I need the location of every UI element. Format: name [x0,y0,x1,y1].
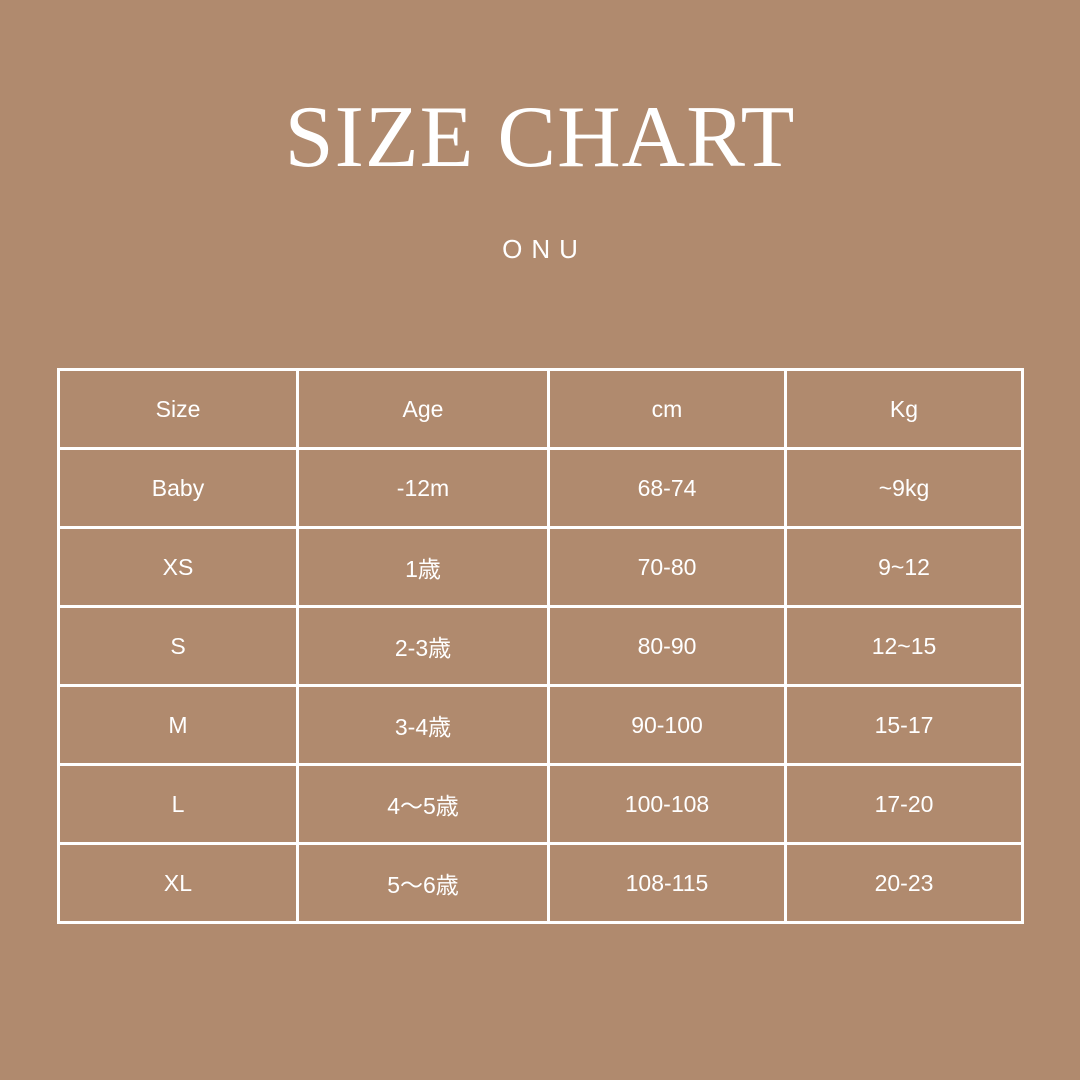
table-cell: 9~12 [784,526,1024,608]
table-row: M 3-4歳 90-100 15-17 [57,684,1024,766]
table-cell: 100-108 [547,763,787,845]
size-table: Size Age cm Kg Baby -12m 68-74 ~9kg XS 1歳 70-80 9~1… [57,368,1024,924]
table-row: XL 5〜6歳 108-115 20-23 [57,842,1024,924]
table-row: XS 1歳 70-80 9~12 [57,526,1024,608]
table-cell: 20-23 [784,842,1024,924]
column-header: cm [547,368,787,450]
table-cell: 4〜5歳 [296,763,550,845]
table-cell: ~9kg [784,447,1024,529]
column-header: Age [296,368,550,450]
table-row: L 4〜5歳 100-108 17-20 [57,763,1024,845]
table-cell: 12~15 [784,605,1024,687]
table-cell: 5〜6歳 [296,842,550,924]
table-cell: XL [57,842,299,924]
table-cell: XS [57,526,299,608]
table-cell: 2-3歳 [296,605,550,687]
table-cell: 15-17 [784,684,1024,766]
table-cell: 17-20 [784,763,1024,845]
brand-name: ONU [502,234,587,264]
header-row: Size Age cm Kg [57,368,1024,450]
table-row: Baby -12m 68-74 ~9kg [57,447,1024,529]
table-cell: 3-4歳 [296,684,550,766]
table-cell: 80-90 [547,605,787,687]
table-cell: L [57,763,299,845]
table-cell: S [57,605,299,687]
column-header: Size [57,368,299,450]
table-cell: 70-80 [547,526,787,608]
table-row: S 2-3歳 80-90 12~15 [57,605,1024,687]
table-cell: M [57,684,299,766]
table-cell: -12m [296,447,550,529]
page-title: SIZE CHART [284,89,796,186]
column-header: Kg [784,368,1024,450]
table-cell: 108-115 [547,842,787,924]
table-cell: Baby [57,447,299,529]
table-cell: 68-74 [547,447,787,529]
table-cell: 1歳 [296,526,550,608]
table-cell: 90-100 [547,684,787,766]
